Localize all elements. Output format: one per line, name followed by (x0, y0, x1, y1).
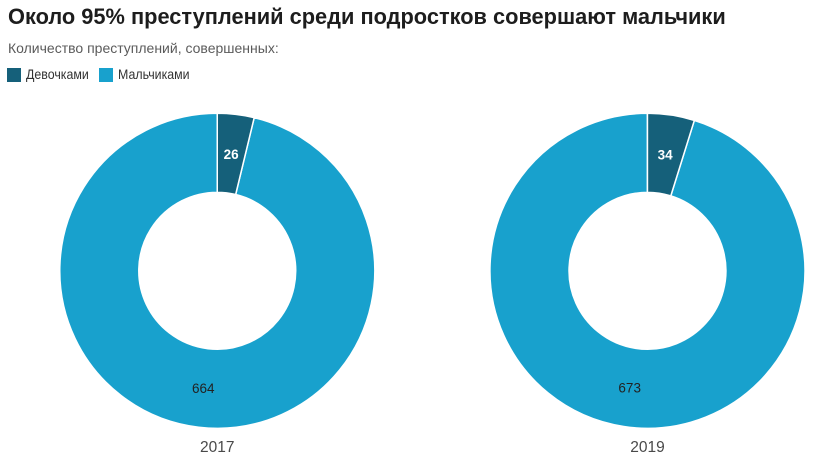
svg-text:26: 26 (224, 147, 240, 162)
svg-text:673: 673 (618, 381, 641, 396)
svg-text:2019: 2019 (630, 439, 664, 456)
svg-text:34: 34 (658, 147, 674, 162)
svg-text:664: 664 (192, 381, 215, 396)
svg-text:2017: 2017 (200, 439, 234, 456)
